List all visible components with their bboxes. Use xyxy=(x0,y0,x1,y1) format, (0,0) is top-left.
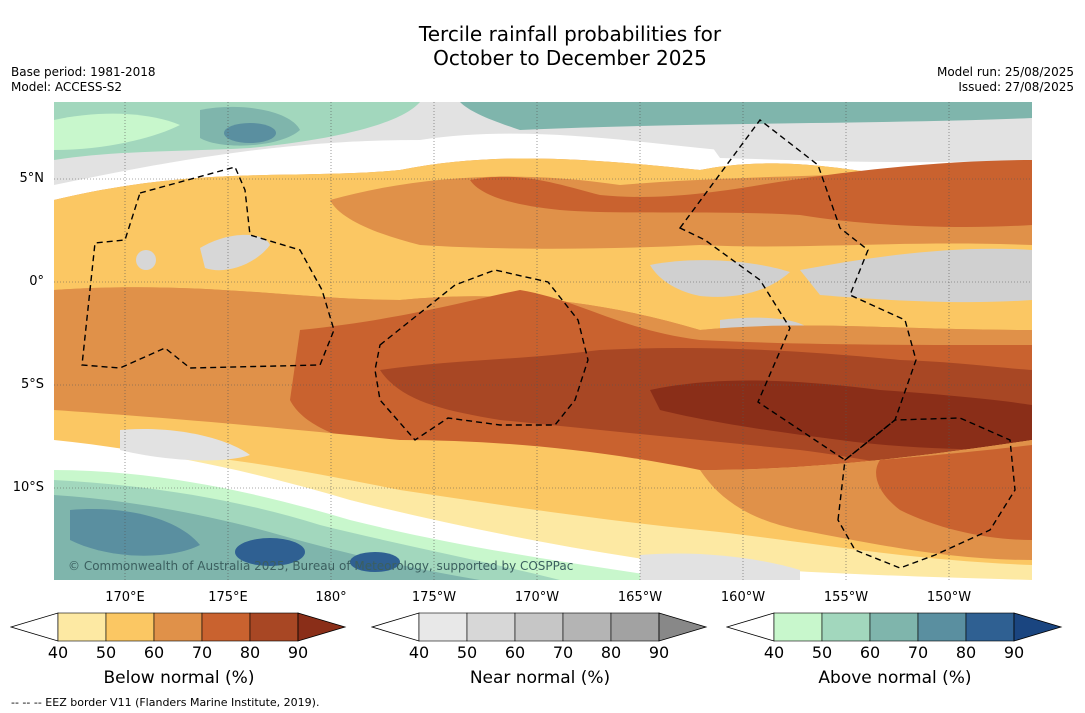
lon-label-160w: 160°W xyxy=(720,590,766,605)
lon-label-170e: 170°E xyxy=(105,590,145,605)
colorbar-tick-label: 90 xyxy=(1004,643,1024,662)
north-light-green-region xyxy=(54,113,180,150)
colorbar-segment xyxy=(201,612,251,642)
colorbar-tick-label: 50 xyxy=(812,643,832,662)
issued-text: Issued: 27/08/2025 xyxy=(958,80,1074,94)
west-near-normal-patch xyxy=(200,234,270,271)
model-text: Model: ACCESS-S2 xyxy=(11,80,123,94)
colorbar-segment xyxy=(562,612,612,642)
north-blue-spot xyxy=(224,123,276,143)
colorbar-tick-label: 50 xyxy=(457,643,477,662)
colorbar-tick-label: 70 xyxy=(908,643,928,662)
gridlines xyxy=(54,102,1032,580)
colorbar-label-near-normal: Near normal (%) xyxy=(469,668,611,688)
lat-label-5n: 5°N xyxy=(19,171,45,186)
map-fields xyxy=(54,102,1032,580)
lon-label-175w: 175°W xyxy=(411,590,457,605)
colorbar-above-normal: 40 50 60 70 80 90 xyxy=(726,612,1063,662)
copyright-notice: © Commonwealth of Australia 2025, Bureau… xyxy=(68,559,574,573)
colorbar-segment xyxy=(466,612,516,642)
lon-label-180: 180° xyxy=(315,590,347,605)
metadata-right: Model run: 25/08/2025 Issued: 27/08/2025 xyxy=(937,65,1074,95)
colorbar-tick-label: 90 xyxy=(649,643,669,662)
lat-label-5s: 5°S xyxy=(20,377,44,392)
south-deep-blue-spot-2 xyxy=(350,552,400,572)
colorbar-segment xyxy=(57,612,107,642)
colorbar-segment xyxy=(965,612,1015,642)
west-small-patch xyxy=(136,250,156,270)
title-line-2: October to December 2025 xyxy=(433,46,707,70)
colorbar-tick-label: 80 xyxy=(956,643,976,662)
north-dark-orange-band xyxy=(470,160,1032,227)
colorbar-near-normal: 40 50 60 70 80 90 xyxy=(371,612,708,662)
south-deep-blue-spot xyxy=(235,538,305,566)
colorbar-segment xyxy=(514,612,564,642)
south-darkest-band xyxy=(650,380,1032,450)
colorbar-extend-low xyxy=(371,612,420,642)
colorbar-label-below-normal: Below normal (%) xyxy=(103,668,255,688)
colorbar-tick-label: 60 xyxy=(144,643,164,662)
colorbar-tick-label: 50 xyxy=(96,643,116,662)
colorbar-tick-label: 70 xyxy=(553,643,573,662)
colorbar-segment xyxy=(153,612,203,642)
map-title: Tercile rainfall probabilities for Octob… xyxy=(0,22,1085,70)
colorbar-segment xyxy=(869,612,919,642)
lat-label-10s: 10°S xyxy=(12,480,44,495)
colorbar-extend-high xyxy=(297,612,347,642)
colorbar-segment xyxy=(249,612,299,642)
colorbar-tick-label: 40 xyxy=(409,643,429,662)
south-dark-orange-east xyxy=(876,445,1032,540)
colorbar-segment xyxy=(610,612,660,642)
model-run-text: Model run: 25/08/2025 xyxy=(936,65,1074,79)
eez-borders xyxy=(81,119,1016,569)
colorbar-segment xyxy=(418,612,468,642)
colorbar-segment xyxy=(105,612,155,642)
colorbar-below-normal: 40 50 60 70 80 90 xyxy=(10,612,347,662)
south-teal-region xyxy=(54,495,480,580)
colorbar-label-above-normal: Above normal (%) xyxy=(818,668,972,688)
south-east-near-normal xyxy=(640,553,800,580)
colorbar-extend-low xyxy=(726,612,775,642)
eez-border-kiribati-east xyxy=(678,119,917,461)
eez-border-legend: -- -- -- EEZ border V11 (Flanders Marine… xyxy=(11,696,320,709)
colorbar-segment xyxy=(773,612,823,642)
lon-label-150w: 150°W xyxy=(926,590,972,605)
colorbar-segment xyxy=(917,612,967,642)
colorbar-tick-label: 60 xyxy=(860,643,880,662)
colorbar-tick-label: 40 xyxy=(48,643,68,662)
south-blue-region xyxy=(70,509,200,556)
lon-label-170w: 170°W xyxy=(514,590,560,605)
south-near-normal-region xyxy=(120,429,250,461)
lon-label-165w: 165°W xyxy=(617,590,663,605)
equator-east-near-normal-patch xyxy=(800,248,1032,303)
colorbar-segment xyxy=(821,612,871,642)
lon-label-175e: 175°E xyxy=(208,590,248,605)
colorbar-tick-label: 90 xyxy=(288,643,308,662)
title-line-1: Tercile rainfall probabilities for xyxy=(418,22,722,46)
colorbar-extend-high xyxy=(1013,612,1063,642)
colorbar-tick-label: 70 xyxy=(192,643,212,662)
colorbar-tick-label: 80 xyxy=(601,643,621,662)
colorbar-tick-label: 80 xyxy=(240,643,260,662)
equator-near-normal-patch xyxy=(650,260,790,297)
eez-border-french-polynesia xyxy=(837,417,1016,569)
metadata-left: Base period: 1981-2018 Model: ACCESS-S2 xyxy=(11,65,156,95)
colorbar-tick-label: 40 xyxy=(764,643,784,662)
base-period-text: Base period: 1981-2018 xyxy=(11,65,156,79)
colorbar-extend-low xyxy=(10,612,59,642)
north-east-teal-region xyxy=(460,102,1032,130)
lon-label-155w: 155°W xyxy=(823,590,869,605)
colorbar-tick-label: 60 xyxy=(505,643,525,662)
eez-border-kiribati-central xyxy=(374,269,589,441)
lat-label-0: 0° xyxy=(29,274,44,289)
colorbar-extend-high xyxy=(658,612,708,642)
